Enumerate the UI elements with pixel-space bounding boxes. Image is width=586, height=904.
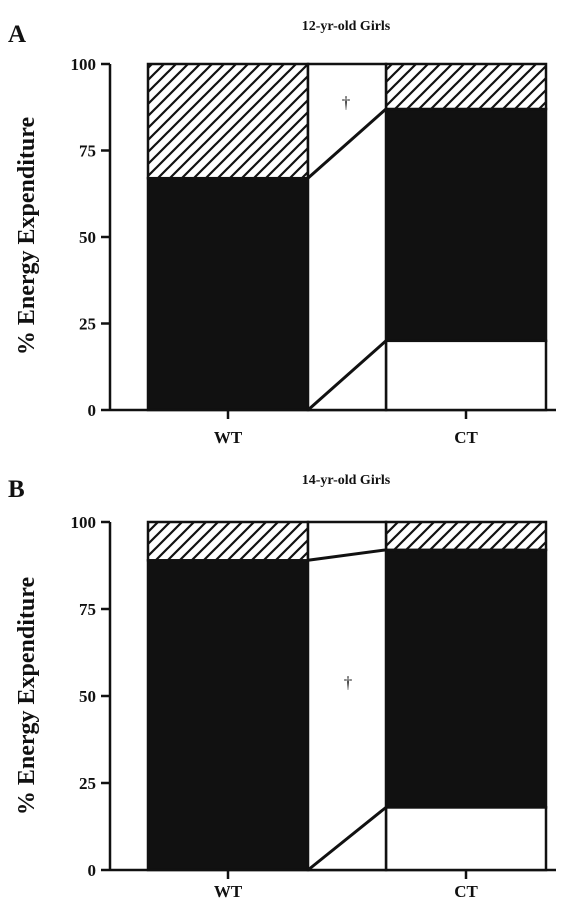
- chart-b-title: 14-yr-old Girls: [302, 473, 391, 488]
- panel-letter-a: A: [8, 21, 26, 48]
- chart-a-bar-wt-hatched: [146, 62, 310, 180]
- chart-a-dagger-annotation: †: [342, 93, 351, 112]
- chart-a-svg: 0 25 50 75 100 A 12-yr-old Girls % Energy Expen…: [8, 19, 556, 447]
- chart-b-connector-line-1: [307, 806, 387, 872]
- chart-b-ytick-label-100: 100: [71, 513, 97, 532]
- chart-a-connector-line-1: [307, 339, 387, 412]
- chart-a-title: 12-yr-old Girls: [302, 19, 391, 34]
- chart-a-ytick-label-0: 0: [88, 401, 97, 420]
- chart-b-category-ct: CT: [454, 882, 478, 901]
- chart-a-bar-ct-solid: [384, 107, 548, 343]
- panel-b: 0 25 50 75 100 B 14-yr-old Girls % Energy Expen…: [0, 452, 586, 904]
- chart-b-bar-ct-hatched: [384, 520, 548, 552]
- panel-a: 0 25 50 75 100 A 12-yr-old Girls % Energy Expen…: [8, 19, 556, 447]
- chart-b-category-wt: WT: [214, 882, 243, 901]
- chart-a-category-wt: WT: [214, 428, 243, 447]
- chart-a-bar-ct-open: [384, 339, 548, 412]
- chart-b-ytick-label-0: 0: [88, 861, 97, 880]
- chart-b-connector-line-2: [307, 548, 387, 562]
- chart-b-dagger-annotation: †: [344, 673, 353, 692]
- chart-b-bar-wt-hatched: [146, 520, 310, 562]
- chart-a-connector-box: [306, 62, 388, 412]
- chart-b-ytick-label-25: 25: [79, 774, 96, 793]
- chart-a-bar-wt-solid: [146, 176, 310, 412]
- chart-a-category-ct: CT: [454, 428, 478, 447]
- chart-a-connector-line-2: [307, 107, 387, 180]
- chart-b-bar-ct-solid: [384, 548, 548, 809]
- chart-a-ytick-label-100: 100: [71, 55, 97, 74]
- chart-b-ytick-label-50: 50: [79, 687, 96, 706]
- chart-a-ytick-label-75: 75: [79, 142, 96, 161]
- chart-b-connector-box: [306, 520, 388, 872]
- chart-b-ylabel: % Energy Expenditure: [14, 577, 40, 816]
- chart-a-ytick-label-25: 25: [79, 315, 96, 334]
- chart-a-bar-ct-hatched: [384, 62, 548, 111]
- chart-a-ylabel: % Energy Expenditure: [14, 117, 40, 356]
- chart-a-ytick-label-50: 50: [79, 228, 96, 247]
- chart-b-bar-ct-open: [384, 806, 548, 872]
- chart-b-ytick-label-75: 75: [79, 600, 96, 619]
- chart-b-bar-wt-solid: [146, 559, 310, 872]
- panel-letter-b: B: [8, 476, 25, 503]
- chart-b-svg: 0 25 50 75 100 B 14-yr-old Girls % Energy Expen…: [8, 473, 556, 901]
